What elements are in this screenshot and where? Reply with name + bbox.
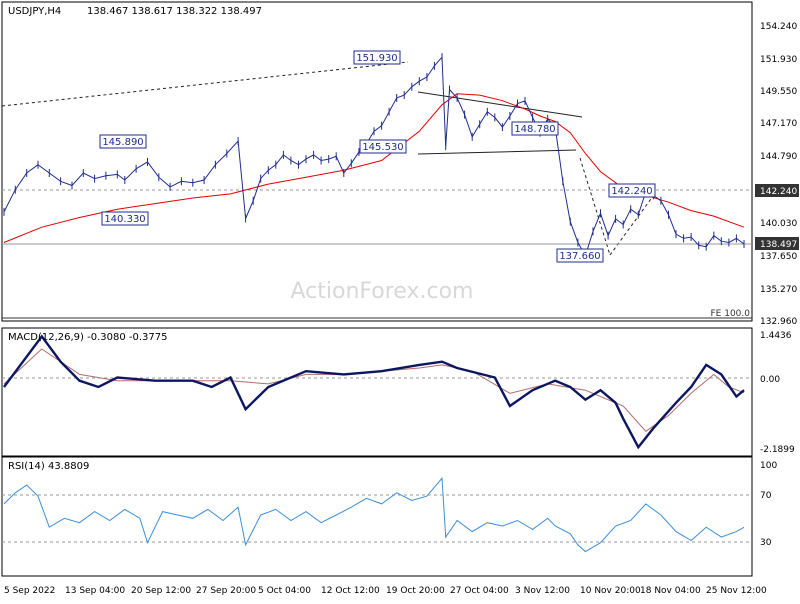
price-tick: 140.030 [760,219,797,229]
label-145890: 145.890 [102,137,143,148]
label-box-151930 [353,50,401,65]
price-axis: 154.240 151.930 149.550 147.170 144.790 … [755,22,799,327]
label-box-137660 [556,248,604,263]
time-label: 27 Sep 20:00 [196,586,256,596]
time-label: 12 Oct 12:00 [321,586,380,596]
time-label: 3 Nov 12:00 [515,586,570,596]
rsi-tick: 100 [760,461,777,471]
label-box-140330 [101,211,149,226]
price-tick: 154.240 [760,22,797,32]
watermark: ActionForex.com [291,279,474,304]
current-price-box [755,237,799,250]
label-box-148780 [511,121,559,136]
macd-title: MACD(12,26,9) -0.3080 -0.3775 [8,332,168,343]
level-price-label: 142.240 [760,187,797,197]
label-box-145530 [359,139,407,154]
rsi-panel-frame [1,456,753,577]
triangle-upper-line [417,91,583,118]
time-label: 27 Oct 04:00 [450,586,509,596]
label-box-145890 [99,134,147,149]
price-line [3,55,745,257]
time-label: 20 Sep 12:00 [131,586,191,596]
time-label: 19 Oct 20:00 [386,586,445,596]
time-label: 5 Oct 04:00 [258,586,311,596]
current-price-label: 138.497 [760,240,797,250]
fe-projection-line-1 [579,157,611,256]
label-142240: 142.240 [611,186,652,197]
macd-tick: -2.1899 [760,445,795,455]
time-label: 13 Sep 04:00 [65,586,125,596]
label-137660: 137.660 [559,251,600,262]
rsi-title: RSI(14) 43.8809 [8,461,89,472]
time-axis: 5 Sep 2022 13 Sep 04:00 20 Sep 12:00 27 … [4,586,767,596]
level-price-box [755,184,799,197]
label-140330: 140.330 [104,214,145,225]
price-tick: 147.170 [760,119,797,129]
rsi-line [3,477,745,553]
macd-line [3,334,745,450]
label-151930: 151.930 [356,53,397,64]
price-tick: 144.790 [760,152,797,162]
macd-tick: 0.00 [760,375,780,385]
rsi-tick: 70 [760,491,772,501]
long-trendline [1,61,409,107]
macd-tick: 1.4436 [760,331,792,341]
symbol-label: USDJPY,H4 [8,6,61,17]
time-label: 25 Nov 12:00 [706,586,767,596]
label-145530: 145.530 [362,142,403,153]
macd-panel-frame [1,327,753,457]
price-panel-frame [1,1,753,322]
time-label: 18 Nov 04:00 [640,586,701,596]
triangle-lower-line [417,149,577,155]
rsi-tick: 30 [760,538,772,548]
label-148780: 148.780 [514,124,555,135]
price-tick: 135.270 [760,285,797,295]
fe-label: FE 100.0 [711,309,751,319]
price-tick: 151.930 [760,55,797,65]
label-box-142240 [608,183,656,198]
time-label: 5 Sep 2022 [4,586,55,596]
price-tick: 132.960 [760,317,797,327]
time-label: 10 Nov 20:00 [580,586,641,596]
ohlc-readout: 138.467 138.617 138.322 138.497 [87,6,262,17]
price-tick: 137.650 [760,252,797,262]
price-tick: 149.550 [760,87,797,97]
